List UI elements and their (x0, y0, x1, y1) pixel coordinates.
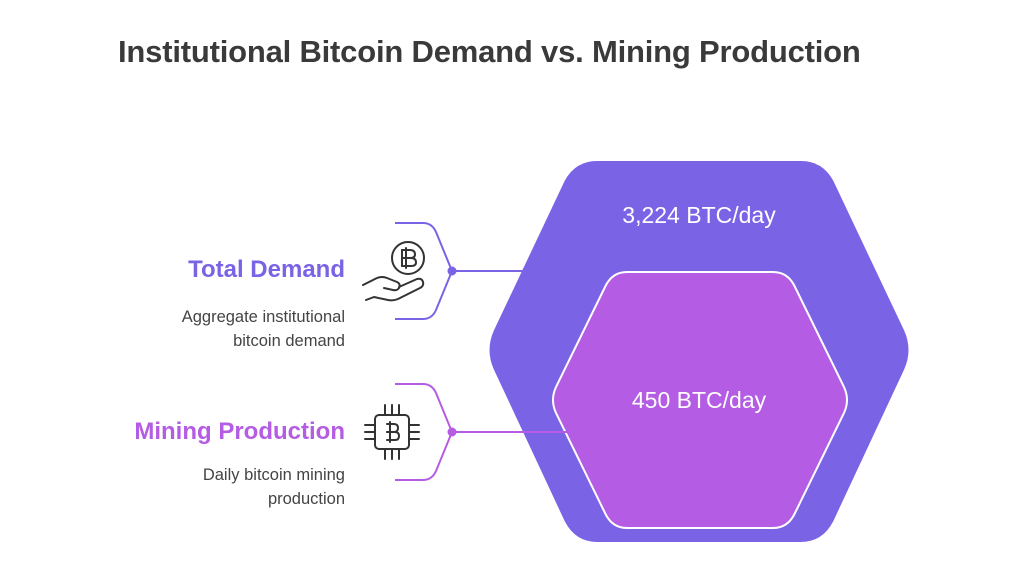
page-title: Institutional Bitcoin Demand vs. Mining … (118, 34, 861, 69)
total-demand-value: 3,224 BTC/day (622, 202, 776, 228)
mining-production-description: Daily bitcoin mining production (125, 463, 345, 511)
mining-production-connector-dot (447, 427, 457, 437)
mining-production-description-line: production (267, 490, 345, 508)
total-demand-description-line: Aggregate institutional (181, 308, 345, 326)
total-demand-connector-dot (447, 266, 457, 276)
total-demand-connector-dot (522, 266, 532, 276)
hand-bitcoin-icon (362, 241, 425, 302)
total-demand-title: Total Demand (188, 256, 345, 283)
mining-production-hexagon (552, 271, 848, 529)
total-demand-description-line: bitcoin demand (233, 332, 345, 350)
bitcoin-chip-icon (364, 404, 420, 460)
mining-production-title: Mining Production (134, 418, 345, 445)
total-demand-description: Aggregate institutional bitcoin demand (125, 305, 345, 353)
mining-production-description-line: Daily bitcoin mining (202, 466, 345, 484)
mining-production-value: 450 BTC/day (632, 387, 767, 413)
